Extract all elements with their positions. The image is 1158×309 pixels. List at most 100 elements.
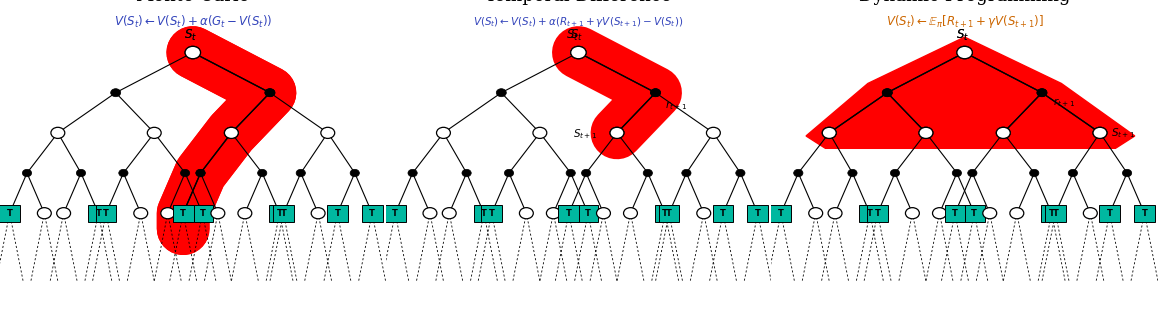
Text: T: T <box>952 209 958 218</box>
Circle shape <box>181 169 190 177</box>
Circle shape <box>996 127 1010 138</box>
FancyBboxPatch shape <box>1134 205 1155 222</box>
Text: T: T <box>369 209 375 218</box>
Text: Monte-Carlo: Monte-Carlo <box>135 0 250 5</box>
Circle shape <box>185 46 200 59</box>
Circle shape <box>296 169 306 177</box>
Circle shape <box>1084 208 1098 219</box>
Text: T: T <box>1053 209 1058 218</box>
Circle shape <box>682 169 691 177</box>
Circle shape <box>423 208 437 219</box>
Circle shape <box>610 127 624 138</box>
Circle shape <box>1122 169 1131 177</box>
Circle shape <box>408 169 417 177</box>
Circle shape <box>891 169 900 177</box>
Circle shape <box>1069 169 1078 177</box>
Text: T: T <box>566 209 572 218</box>
FancyBboxPatch shape <box>327 205 347 222</box>
FancyBboxPatch shape <box>474 205 494 222</box>
Circle shape <box>134 208 148 219</box>
FancyBboxPatch shape <box>558 205 579 222</box>
Text: $S_t$: $S_t$ <box>566 28 579 43</box>
FancyBboxPatch shape <box>859 205 880 222</box>
Circle shape <box>808 208 822 219</box>
Circle shape <box>37 208 51 219</box>
Circle shape <box>51 127 65 138</box>
Text: $r_{t+1}$: $r_{t+1}$ <box>1053 96 1075 108</box>
Circle shape <box>211 208 225 219</box>
Circle shape <box>321 127 335 138</box>
Text: T: T <box>755 209 761 218</box>
Text: T: T <box>662 209 668 218</box>
Circle shape <box>265 89 274 97</box>
Circle shape <box>1036 89 1047 97</box>
Text: T: T <box>280 209 286 218</box>
FancyBboxPatch shape <box>273 205 294 222</box>
FancyBboxPatch shape <box>88 205 109 222</box>
Circle shape <box>1036 89 1047 97</box>
Text: $V(S_t) \leftarrow \mathbb{E}_{\pi}[R_{t+1} + \gamma V(S_{t+1})]$: $V(S_t) \leftarrow \mathbb{E}_{\pi}[R_{t… <box>886 13 1043 30</box>
Circle shape <box>919 127 933 138</box>
Circle shape <box>828 208 842 219</box>
Circle shape <box>257 169 266 177</box>
Circle shape <box>919 127 933 138</box>
Circle shape <box>566 169 576 177</box>
FancyBboxPatch shape <box>770 205 791 222</box>
Text: T: T <box>393 209 398 218</box>
Circle shape <box>237 208 251 219</box>
Circle shape <box>437 127 450 138</box>
Circle shape <box>952 169 961 177</box>
FancyBboxPatch shape <box>361 205 382 222</box>
Circle shape <box>571 46 586 59</box>
Circle shape <box>822 127 836 138</box>
Text: T: T <box>335 209 340 218</box>
Text: T: T <box>95 209 101 218</box>
FancyBboxPatch shape <box>96 205 117 222</box>
Text: T: T <box>181 209 186 218</box>
Text: $V(S_t) \leftarrow V(S_t) + \alpha(R_{t+1} + \gamma V(S_{t+1}) - V(S_t))$: $V(S_t) \leftarrow V(S_t) + \alpha(R_{t+… <box>474 15 683 29</box>
Text: T: T <box>720 209 726 218</box>
Text: T: T <box>277 209 283 218</box>
Text: T: T <box>972 209 977 218</box>
FancyBboxPatch shape <box>578 205 599 222</box>
FancyBboxPatch shape <box>1099 205 1120 222</box>
Circle shape <box>882 89 893 97</box>
Text: T: T <box>666 209 672 218</box>
Circle shape <box>265 89 274 97</box>
Circle shape <box>651 89 660 97</box>
Circle shape <box>610 127 624 138</box>
Circle shape <box>520 208 534 219</box>
FancyBboxPatch shape <box>0 205 20 222</box>
Text: Dynamic Programming: Dynamic Programming <box>859 0 1070 5</box>
Circle shape <box>22 169 31 177</box>
Circle shape <box>651 89 660 97</box>
Text: $S_{t+1}$: $S_{t+1}$ <box>1111 126 1135 140</box>
FancyBboxPatch shape <box>747 205 768 222</box>
Circle shape <box>111 89 120 97</box>
FancyBboxPatch shape <box>173 205 193 222</box>
Circle shape <box>706 127 720 138</box>
Circle shape <box>1093 127 1107 138</box>
FancyBboxPatch shape <box>482 205 503 222</box>
Text: T: T <box>874 209 880 218</box>
Circle shape <box>882 89 893 97</box>
Circle shape <box>906 208 919 219</box>
Circle shape <box>968 169 977 177</box>
Text: T: T <box>1049 209 1055 218</box>
Circle shape <box>225 127 239 138</box>
Circle shape <box>76 169 86 177</box>
FancyBboxPatch shape <box>192 205 213 222</box>
Circle shape <box>957 46 973 59</box>
Circle shape <box>571 46 586 59</box>
Circle shape <box>822 127 836 138</box>
Circle shape <box>225 127 239 138</box>
Circle shape <box>623 208 637 219</box>
Text: T: T <box>1142 209 1148 218</box>
Circle shape <box>1010 208 1024 219</box>
Text: T: T <box>481 209 486 218</box>
Text: T: T <box>199 209 205 218</box>
Circle shape <box>996 127 1010 138</box>
Circle shape <box>196 169 205 177</box>
Circle shape <box>1093 127 1107 138</box>
Text: T: T <box>585 209 591 218</box>
